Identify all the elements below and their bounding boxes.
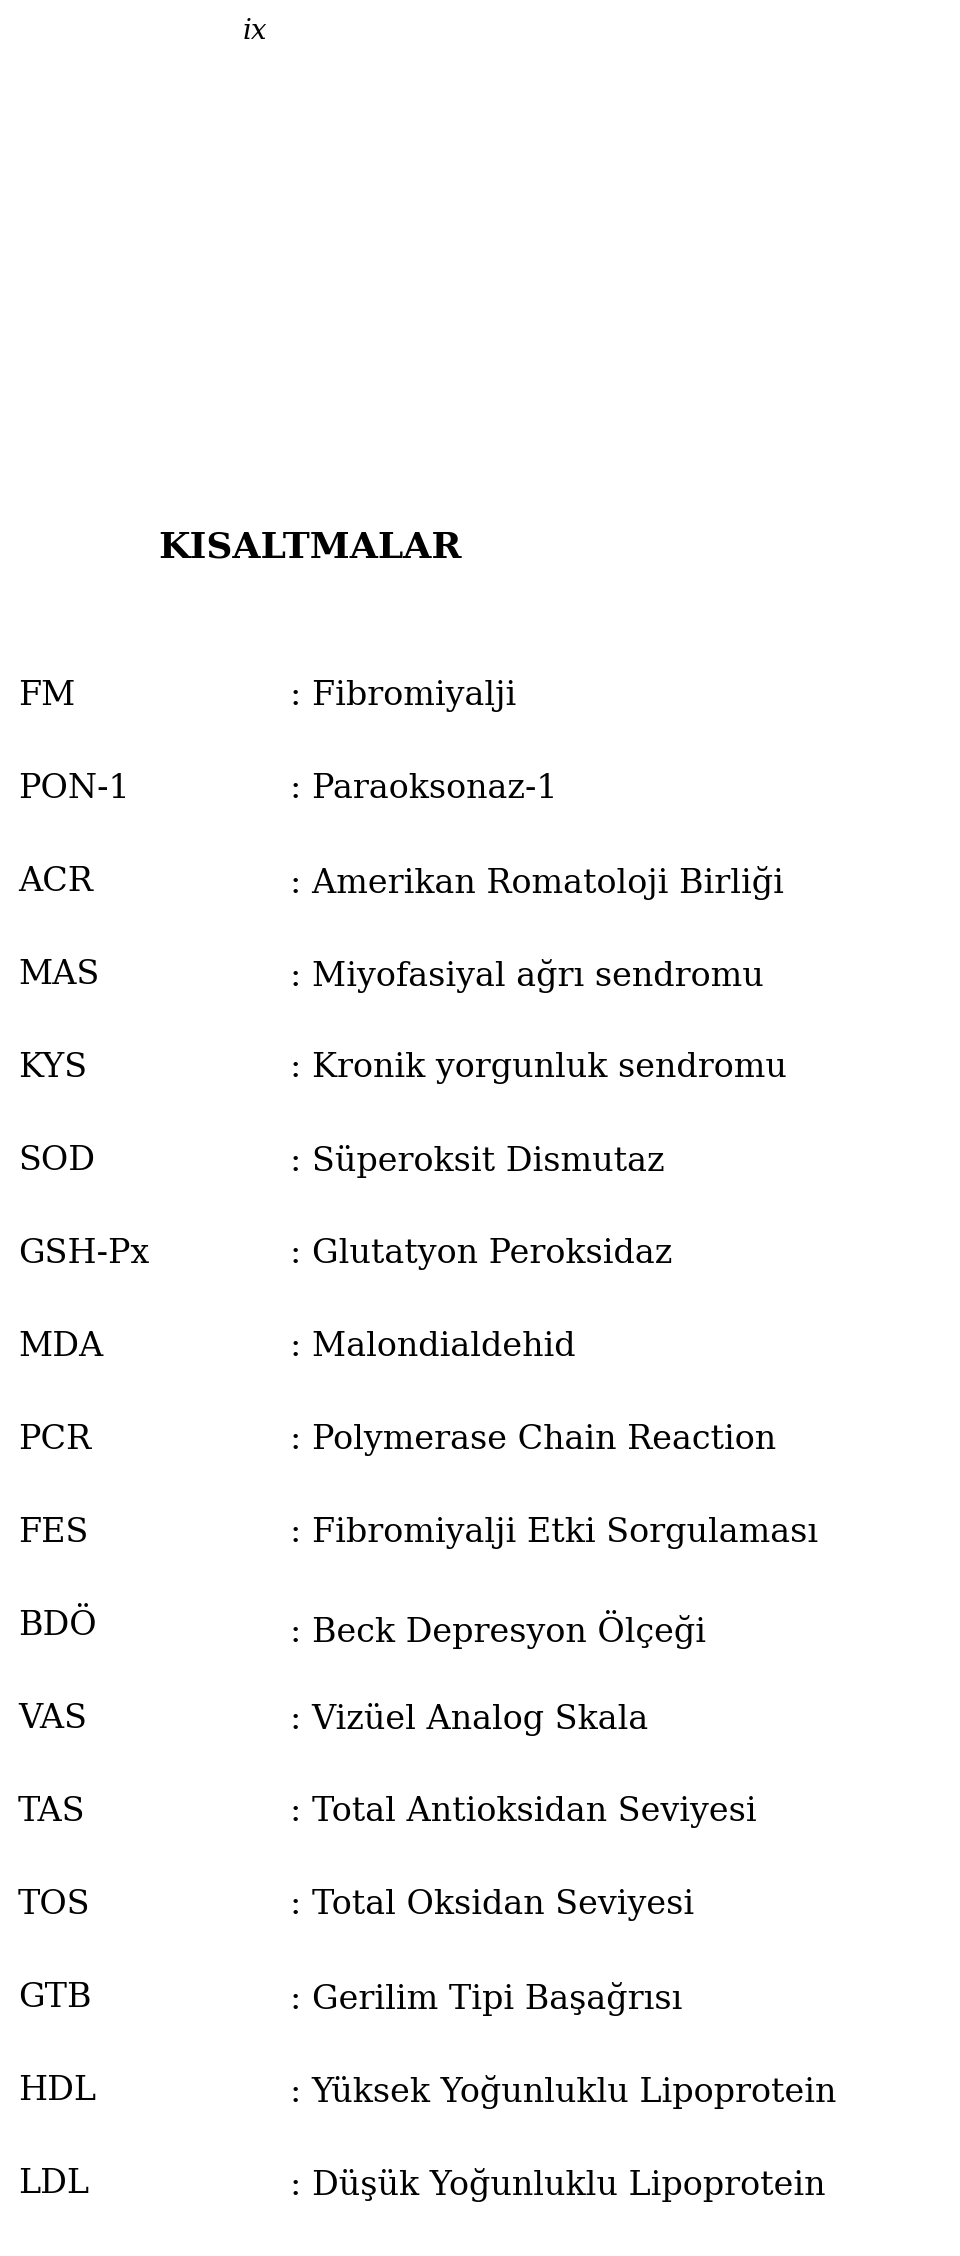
Text: KYS: KYS: [18, 1051, 87, 1083]
Text: : Vizüel Analog Skala: : Vizüel Analog Skala: [290, 1703, 648, 1737]
Text: BDÖ: BDÖ: [18, 1611, 97, 1642]
Text: : Glutatyon Peroksidaz: : Glutatyon Peroksidaz: [290, 1239, 672, 1270]
Text: PON-1: PON-1: [18, 774, 130, 805]
Text: TAS: TAS: [18, 1796, 85, 1827]
Text: SOD: SOD: [18, 1146, 95, 1178]
Text: : Süperoksit Dismutaz: : Süperoksit Dismutaz: [290, 1146, 664, 1178]
Text: : Total Antioksidan Seviyesi: : Total Antioksidan Seviyesi: [290, 1796, 756, 1827]
Text: FES: FES: [18, 1516, 88, 1550]
Text: LDL: LDL: [18, 2168, 89, 2200]
Text: : Yüksek Yoğunluklu Lipoprotein: : Yüksek Yoğunluklu Lipoprotein: [290, 2076, 836, 2109]
Text: FM: FM: [18, 679, 76, 713]
Text: KISALTMALAR: KISALTMALAR: [158, 530, 462, 564]
Text: : Amerikan Romatoloji Birliği: : Amerikan Romatoloji Birliği: [290, 866, 784, 900]
Text: : Paraoksonaz-1: : Paraoksonaz-1: [290, 774, 558, 805]
Text: MAS: MAS: [18, 959, 100, 990]
Text: PCR: PCR: [18, 1424, 91, 1455]
Text: : Malondialdehid: : Malondialdehid: [290, 1331, 576, 1363]
Text: : Gerilim Tipi Başağrısı: : Gerilim Tipi Başağrısı: [290, 1983, 683, 2017]
Text: ACR: ACR: [18, 866, 93, 898]
Text: GTB: GTB: [18, 1983, 91, 2015]
Text: : Fibromiyalji: : Fibromiyalji: [290, 679, 516, 713]
Text: : Beck Depresyon Ölçeği: : Beck Depresyon Ölçeği: [290, 1611, 706, 1649]
Text: : Fibromiyalji Etki Sorgulaması: : Fibromiyalji Etki Sorgulaması: [290, 1516, 818, 1550]
Text: : Kronik yorgunluk sendromu: : Kronik yorgunluk sendromu: [290, 1051, 787, 1083]
Text: : Total Oksidan Seviyesi: : Total Oksidan Seviyesi: [290, 1888, 694, 1922]
Text: : Miyofasiyal ağrı sendromu: : Miyofasiyal ağrı sendromu: [290, 959, 764, 993]
Text: GSH-Px: GSH-Px: [18, 1239, 149, 1270]
Text: : Düşük Yoğunluklu Lipoprotein: : Düşük Yoğunluklu Lipoprotein: [290, 2168, 826, 2202]
Text: : Polymerase Chain Reaction: : Polymerase Chain Reaction: [290, 1424, 776, 1455]
Text: ix: ix: [242, 18, 267, 45]
Text: MDA: MDA: [18, 1331, 104, 1363]
Text: TOS: TOS: [18, 1888, 90, 1922]
Text: HDL: HDL: [18, 2076, 96, 2107]
Text: VAS: VAS: [18, 1703, 87, 1735]
